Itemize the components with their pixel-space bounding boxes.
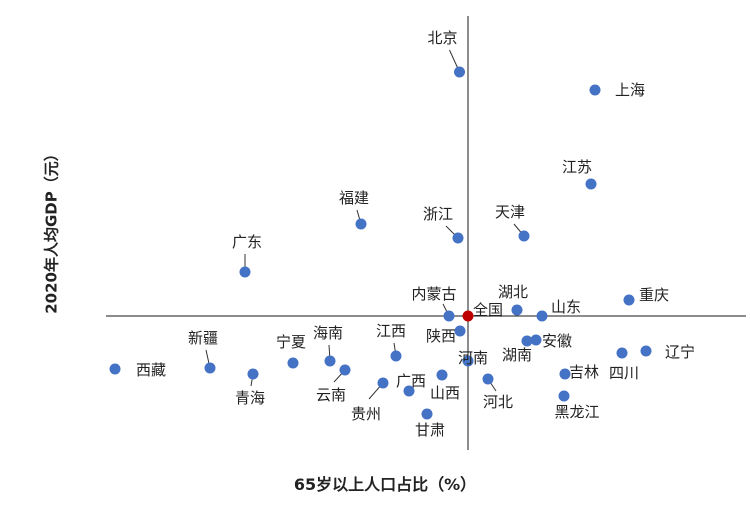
point-label: 贵州: [351, 405, 381, 423]
point-label: 内蒙古: [411, 285, 456, 303]
point-label: 福建: [339, 189, 369, 207]
data-point: [558, 390, 570, 402]
data-point: [589, 84, 601, 96]
point-label: 全国: [473, 301, 503, 319]
axes: [106, 16, 746, 450]
point-label: 辽宁: [665, 343, 695, 361]
data-point: [239, 266, 251, 278]
data-point: [623, 294, 635, 306]
point-label: 云南: [316, 386, 346, 404]
point-label: 湖北: [498, 283, 528, 301]
data-point: [204, 362, 216, 374]
point-label: 陕西: [426, 327, 456, 345]
data-point: [511, 304, 523, 316]
data-points: [109, 66, 652, 420]
point-label: 山东: [551, 298, 581, 316]
data-point: [521, 335, 533, 347]
data-point: [616, 347, 628, 359]
data-point: [452, 232, 464, 244]
data-point: [640, 345, 652, 357]
data-point: [109, 363, 121, 375]
data-point: [377, 377, 389, 389]
point-label: 浙江: [423, 205, 453, 223]
point-label: 河南: [458, 349, 488, 367]
data-point: [454, 325, 466, 337]
point-label: 吉林: [569, 363, 599, 381]
point-label: 广西: [396, 372, 426, 390]
data-point: [585, 178, 597, 190]
point-label: 江西: [376, 322, 406, 340]
data-point: [247, 368, 259, 380]
data-point: [339, 364, 351, 376]
data-point: [324, 355, 336, 367]
point-label: 海南: [313, 324, 343, 342]
point-label: 上海: [615, 81, 645, 99]
data-point: [287, 357, 299, 369]
national-average-point: [462, 310, 474, 322]
point-label: 山西: [430, 384, 460, 402]
point-label: 江苏: [562, 158, 592, 176]
point-label: 重庆: [639, 286, 669, 304]
y-axis-title: 2020年人均GDP（元）: [42, 146, 61, 314]
point-label: 天津: [495, 203, 525, 221]
point-label: 宁夏: [276, 333, 306, 351]
point-label: 北京: [427, 29, 457, 47]
data-point: [390, 350, 402, 362]
data-point: [403, 385, 415, 397]
point-label: 新疆: [188, 329, 218, 347]
data-point: [559, 368, 571, 380]
point-label: 青海: [235, 389, 265, 407]
data-point: [518, 230, 530, 242]
data-point: [482, 373, 494, 385]
point-label: 广东: [232, 233, 262, 251]
data-point: [421, 408, 433, 420]
data-point: [530, 334, 542, 346]
point-label: 安徽: [542, 332, 572, 350]
data-point: [462, 355, 474, 367]
point-label: 西藏: [136, 361, 166, 379]
x-axis-title: 65岁以上人口占比（%）: [293, 475, 477, 494]
data-point: [436, 369, 448, 381]
point-label: 甘肃: [415, 421, 445, 439]
data-point: [355, 218, 367, 230]
point-label: 湖南: [502, 346, 532, 364]
point-label: 黑龙江: [554, 403, 599, 421]
data-point: [536, 310, 548, 322]
data-point: [443, 310, 455, 322]
point-label: 河北: [483, 393, 513, 411]
point-label: 四川: [609, 364, 639, 382]
data-point: [454, 66, 465, 78]
